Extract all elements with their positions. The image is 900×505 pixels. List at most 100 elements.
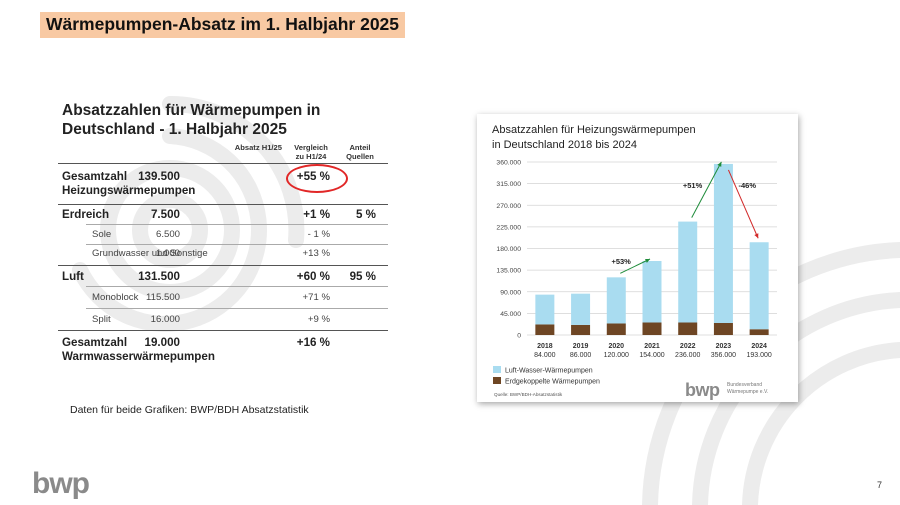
- bwp-logo-text: bwp: [32, 467, 90, 500]
- row-compare: +13 %: [302, 248, 330, 259]
- legend-swatch-air: [493, 366, 501, 373]
- bar-ground-2024: [749, 329, 769, 335]
- row-sales: 115.500: [146, 292, 180, 303]
- bar-ground-2021: [642, 322, 662, 335]
- table-rule: [58, 330, 388, 331]
- growth-label: +53%: [611, 257, 631, 266]
- x-tick-label: 2023: [716, 343, 732, 350]
- total-label: 120.000: [604, 352, 629, 359]
- row-label-line1: Gesamtzahl: [62, 170, 128, 183]
- legend-swatch-ground: [493, 377, 501, 384]
- growth-arrow-line: [727, 169, 759, 239]
- growth-arrow-line: [691, 161, 722, 218]
- y-tick-label: 45.000: [500, 311, 521, 318]
- growth-arrow-head: [717, 161, 722, 167]
- total-label: 356.000: [711, 352, 736, 359]
- row-sales: 131.500: [138, 270, 180, 283]
- row-label: Split: [92, 314, 111, 325]
- row-label: Grundwasser und Sonstige: [92, 248, 208, 259]
- bar-ground-2020: [606, 323, 626, 335]
- col-header-compare: Vergleich zu H1/24: [282, 143, 340, 161]
- bar-ground-2022: [678, 322, 698, 335]
- row-label-line1: Gesamtzahl: [62, 336, 128, 349]
- growth-label: +51%: [683, 181, 703, 190]
- bar-air-2019: [571, 293, 591, 325]
- table-rule: [86, 286, 388, 287]
- y-tick-label: 90.000: [500, 289, 521, 296]
- total-label: 236.000: [675, 352, 700, 359]
- col-header-share: Anteil Quellen: [338, 143, 382, 161]
- chart-panel: Absatzzahlen für Heizungswärmepumpen in D…: [477, 114, 798, 402]
- chart-logo-caption-line1: Bundesverband: [727, 382, 762, 388]
- chart-bwp-logo: bwp: [685, 380, 720, 400]
- highlight-circle: [286, 164, 348, 193]
- row-sales: 6.500: [155, 229, 180, 240]
- bar-ground-2023: [713, 322, 733, 335]
- bwp-logo: bwp: [32, 467, 91, 500]
- col-header-sales: Absatz H1/25: [234, 143, 282, 152]
- col-header-share-line1: Anteil: [349, 143, 371, 152]
- row-label: Gesamtzahl Warmwasserwärmepumpen: [62, 336, 215, 364]
- col-header-share-line2: Quellen: [346, 152, 374, 161]
- row-compare: +16 %: [296, 336, 330, 349]
- y-tick-label: 360.000: [496, 160, 521, 167]
- row-compare: +9 %: [307, 314, 330, 325]
- row-label-line2: Warmwasserwärmepumpen: [62, 350, 215, 363]
- row-label: Sole: [92, 229, 112, 240]
- row-label: Erdreich: [62, 208, 110, 221]
- table-title: Absatzzahlen für Wärmepumpen in Deutschl…: [62, 101, 320, 139]
- total-label: 84.000: [534, 352, 556, 359]
- chart-title-line2: in Deutschland 2018 bis 2024: [492, 139, 637, 151]
- table-title-line2: Deutschland - 1. Halbjahr 2025: [62, 121, 287, 138]
- total-label: 86.000: [570, 352, 592, 359]
- row-sales: 139.500: [138, 170, 180, 183]
- chart-title-line1: Absatzzahlen für Heizungswärmepumpen: [492, 124, 696, 136]
- x-tick-label: 2024: [751, 343, 767, 350]
- row-label-line2: Heizungswärmepumpen: [62, 184, 196, 197]
- growth-label: -46%: [739, 181, 757, 190]
- x-tick-label: 2020: [608, 343, 624, 350]
- row-sales: 7.500: [150, 208, 180, 221]
- table-rule: [86, 244, 388, 245]
- y-tick-label: 315.000: [496, 181, 521, 188]
- col-header-compare-line2: zu H1/24: [295, 152, 327, 161]
- y-tick-label: 180.000: [496, 246, 521, 253]
- table-rule: [58, 265, 388, 266]
- table-row-total-water: Gesamtzahl Warmwasserwärmepumpen 19.000 …: [58, 336, 388, 366]
- row-share: 95 %: [349, 270, 376, 283]
- bar-air-2021: [642, 260, 662, 323]
- bar-air-2024: [749, 242, 769, 330]
- row-sales: 19.000: [144, 336, 180, 349]
- row-sales: 1.000: [155, 248, 180, 259]
- y-tick-label: 0: [517, 333, 521, 340]
- y-tick-label: 225.000: [496, 224, 521, 231]
- row-share: 5 %: [356, 208, 376, 221]
- x-tick-label: 2018: [537, 343, 553, 350]
- x-tick-label: 2019: [573, 343, 589, 350]
- data-source-note: Daten für beide Grafiken: BWP/BDH Absatz…: [70, 404, 309, 416]
- y-tick-label: 135.000: [496, 268, 521, 275]
- table-rule: [86, 224, 388, 225]
- x-tick-label: 2022: [680, 343, 696, 350]
- y-tick-label: 270.000: [496, 203, 521, 210]
- bar-ground-2019: [571, 324, 591, 335]
- bar-ground-2018: [535, 324, 555, 335]
- row-label: Monoblock: [92, 292, 139, 303]
- table-row-total-heating: Gesamtzahl Heizungswärmepumpen 139.500 +…: [58, 170, 388, 200]
- growth-arrow-line: [620, 258, 651, 274]
- row-sales: 16.000: [150, 314, 180, 325]
- row-compare: +1 %: [303, 208, 330, 221]
- page-number: 7: [877, 480, 883, 490]
- table-rule: [86, 308, 388, 309]
- growth-arrow-head: [754, 233, 759, 239]
- row-compare: - 1 %: [307, 229, 330, 240]
- slide-title: Wärmepumpen-Absatz im 1. Halbjahr 2025: [40, 12, 406, 38]
- table-rule: [58, 163, 388, 164]
- table-rule: [58, 204, 388, 205]
- row-label: Gesamtzahl Heizungswärmepumpen: [62, 170, 195, 198]
- x-tick-label: 2021: [644, 343, 660, 350]
- total-label: 193.000: [746, 352, 771, 359]
- bar-air-2020: [606, 277, 626, 324]
- table-title-line1: Absatzzahlen für Wärmepumpen in: [62, 102, 321, 119]
- chart-source: Quelle: BWP/BDH-Absatzstatistik: [494, 392, 563, 397]
